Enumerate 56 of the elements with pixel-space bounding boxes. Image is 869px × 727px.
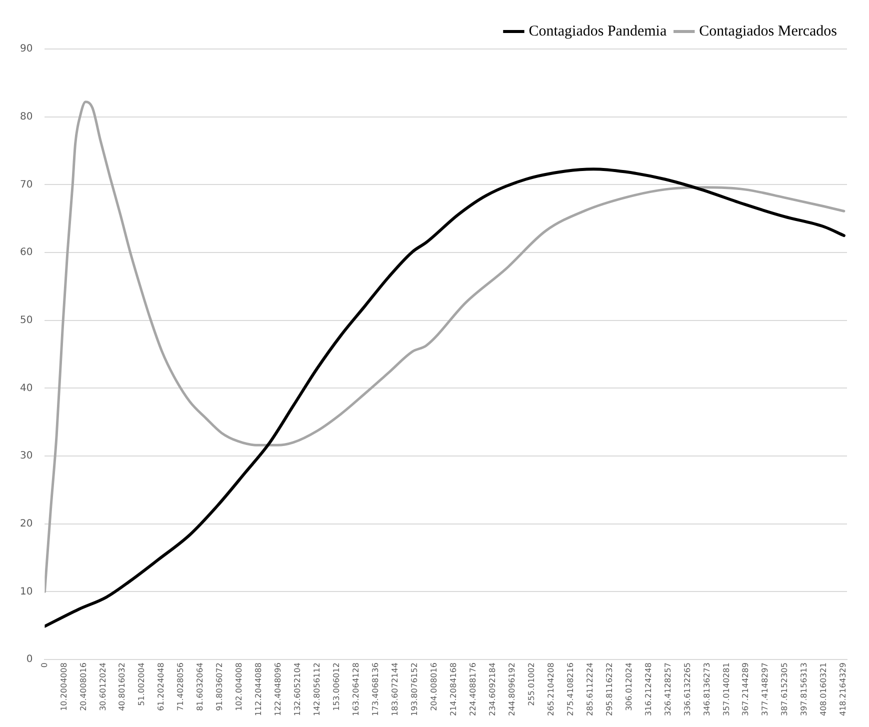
- y-tick-label: 10: [20, 586, 33, 598]
- x-tick-label: 214.2084168: [448, 662, 458, 716]
- x-tick-label: 91.8036072: [215, 662, 224, 711]
- x-tick-label: 234.6092184: [488, 662, 497, 716]
- y-tick-label: 90: [20, 44, 33, 55]
- x-tick-label: 0: [40, 662, 49, 668]
- x-tick-label: 255.01002: [526, 662, 536, 706]
- x-tick-label: 346.8136273: [702, 662, 712, 716]
- x-tick-label: 316.2124248: [644, 662, 653, 716]
- x-tick-label: 122.4048096: [274, 662, 283, 716]
- x-tick-label: 408.0160321: [819, 662, 828, 716]
- y-tick-label: 50: [20, 314, 33, 326]
- x-tick-label: 295.8116232: [604, 662, 614, 716]
- x-tick-label: 377.4148297: [760, 662, 770, 716]
- y-tick-label: 40: [20, 382, 33, 394]
- x-tick-label: 142.8056112: [312, 662, 322, 716]
- y-tick-label: 20: [20, 518, 33, 530]
- x-tick-label: 336.6132265: [682, 662, 692, 716]
- x-tick-label: 397.8156313: [800, 662, 809, 716]
- x-tick-label: 387.6152305: [780, 662, 790, 716]
- x-tick-label: 102.004008: [234, 662, 244, 711]
- y-tick-label: 70: [20, 179, 33, 190]
- y-tick-label: 0: [26, 654, 33, 666]
- legend-label: Contagiados Pandemia: [528, 23, 667, 40]
- x-tick-label: 193.8076152: [410, 662, 420, 716]
- x-tick-label: 367.2144289: [741, 662, 750, 716]
- x-tick-label: 224.4088176: [468, 662, 478, 716]
- x-tick-label: 71.4028056: [176, 662, 186, 711]
- x-tick-label: 285.6112224: [585, 662, 594, 716]
- x-tick-label: 306.012024: [624, 662, 634, 711]
- x-tick-label: 204.008016: [429, 662, 438, 711]
- x-tick-label: 30.6012024: [98, 662, 108, 711]
- x-tick-label: 265.2104208: [546, 662, 556, 716]
- y-tick-label: 60: [20, 247, 33, 258]
- x-tick-label: 244.8096192: [507, 662, 516, 716]
- x-tick-label: 275.4108216: [566, 662, 575, 716]
- x-tick-label: 81.6032064: [196, 662, 205, 711]
- x-tick-label: 418.2164329: [838, 662, 848, 716]
- x-tick-label: 183.6072144: [390, 662, 400, 716]
- x-tick-label: 326.4128257: [663, 662, 672, 716]
- line-series: [44, 100, 846, 593]
- line-series: [44, 168, 846, 628]
- x-tick-label: 40.8016032: [118, 662, 127, 711]
- x-tick-label: 357.0140281: [722, 662, 731, 716]
- x-tick-label: 163.2064128: [352, 662, 361, 716]
- x-tick-label: 173.4068136: [371, 662, 380, 716]
- x-tick-label: 61.2024048: [156, 662, 166, 711]
- y-tick-label: 30: [20, 450, 33, 462]
- y-tick-label: 80: [20, 111, 33, 122]
- x-tick-label: 132.6052104: [293, 662, 302, 716]
- legend-label: Contagiados Mercados: [699, 23, 838, 40]
- x-tick-label: 51.002004: [137, 662, 146, 706]
- x-tick-label: 112.2044088: [254, 662, 264, 716]
- x-tick-label: 153.006012: [332, 662, 342, 711]
- x-tick-label: 10.2004008: [59, 662, 68, 711]
- x-tick-label: 20.4008016: [78, 662, 88, 711]
